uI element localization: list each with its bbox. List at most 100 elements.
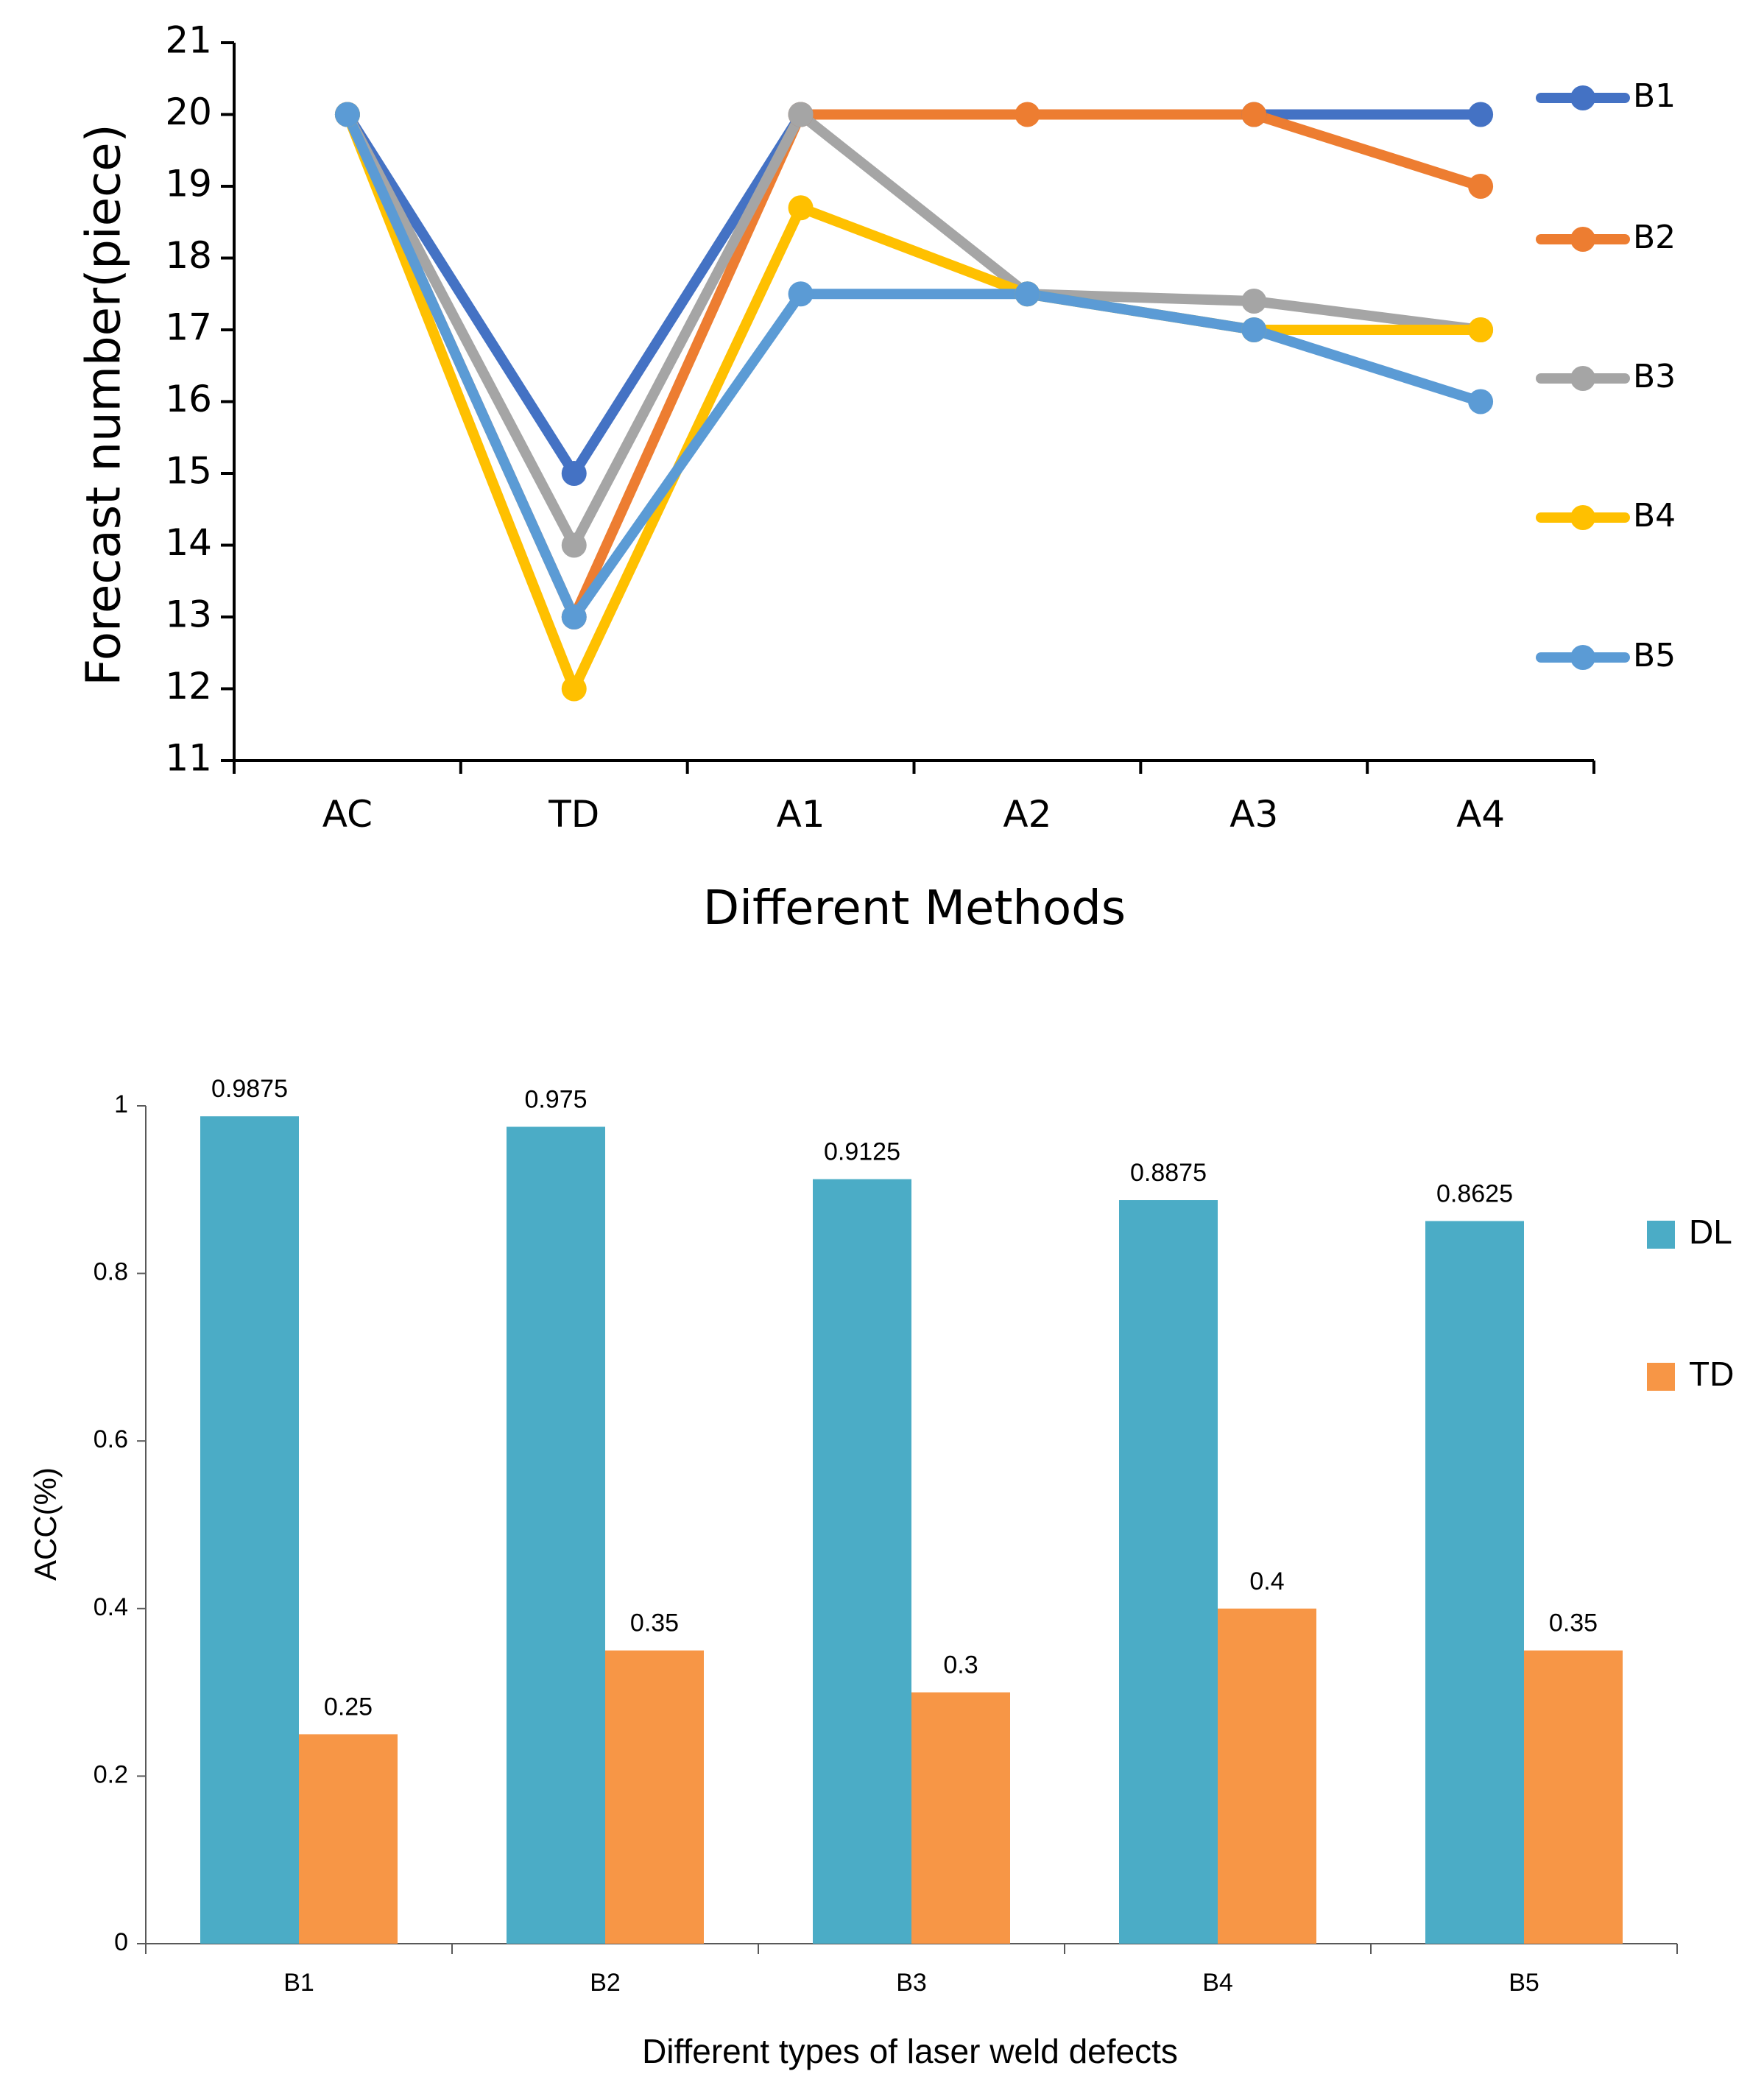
x-tick-label: B1 <box>283 1969 314 1997</box>
data-point-b5 <box>788 281 814 307</box>
bar-dl-b5 <box>1425 1221 1524 1944</box>
data-point-b3 <box>561 532 587 558</box>
y-tick-label: 1 <box>114 1090 128 1118</box>
x-axis-title: Different types of laser weld defects <box>642 2032 1178 2070</box>
legend: DL TD <box>1647 1213 1734 1393</box>
y-axis-title: ACC(%) <box>28 1467 63 1581</box>
y-ticks: 0 0.2 0.4 0.6 0.8 1 <box>94 1090 146 1956</box>
bar-td-b5 <box>1524 1650 1623 1944</box>
bar-dl-b1 <box>200 1116 299 1944</box>
x-tick-label: B4 <box>1202 1969 1233 1997</box>
x-tick-label: A1 <box>777 793 825 836</box>
data-point-b2 <box>1241 102 1267 127</box>
line-chart-axes <box>233 43 1594 762</box>
legend-swatch <box>1647 1221 1675 1249</box>
y-tick-label: 16 <box>165 378 212 420</box>
series-points <box>334 102 1494 702</box>
legend-item-b3: B3 <box>1536 358 1676 395</box>
bar-dl-b2 <box>507 1126 605 1944</box>
y-tick-label: 20 <box>165 91 212 133</box>
data-point-b1 <box>561 461 587 486</box>
data-label: 0.4 <box>1249 1567 1284 1595</box>
data-point-b3 <box>788 102 814 127</box>
x-ticks: AC TD A1 A2 A3 A4 <box>233 761 1595 836</box>
bar-td-b1 <box>299 1734 398 1944</box>
y-ticks: 11 12 13 14 15 16 17 18 19 20 21 <box>165 19 234 780</box>
series-line-b3 <box>342 109 1486 551</box>
y-tick-label: 0.4 <box>94 1593 128 1621</box>
legend-item-b5: B5 <box>1536 637 1676 674</box>
legend: B1 B2 B3 B4 B5 <box>1536 77 1676 674</box>
bar-td-b2 <box>605 1650 704 1944</box>
forecast-line-chart: 11 12 13 14 15 16 17 18 19 20 21 AC TD A1 A2 A3 A4 B1 B2… <box>77 19 1676 937</box>
y-tick-label: 13 <box>165 593 212 636</box>
y-tick-label: 17 <box>165 306 212 349</box>
bar-td-b4 <box>1218 1608 1316 1944</box>
y-tick-label: 15 <box>165 450 212 493</box>
bar-dl-b4 <box>1119 1200 1218 1944</box>
accuracy-bar-chart: 0 0.2 0.4 0.6 0.8 1 B1 B2 B3 B4 B5 0.9875 0.25 0.97… <box>28 1075 1734 2070</box>
legend-label: B2 <box>1633 219 1676 256</box>
data-label: 0.9875 <box>211 1075 288 1103</box>
x-tick-label: A3 <box>1229 793 1278 836</box>
legend-label: DL <box>1689 1213 1732 1251</box>
data-point-b5 <box>1241 317 1267 342</box>
legend-marker <box>1570 505 1595 530</box>
x-tick-label: B5 <box>1509 1969 1539 1997</box>
x-tick-label: A2 <box>1003 793 1051 836</box>
x-ticks: B1 B2 B3 B4 B5 <box>145 1944 1678 1997</box>
legend-label: B1 <box>1633 77 1676 115</box>
bar-td-b3 <box>911 1692 1010 1944</box>
data-label: 0.975 <box>524 1085 587 1113</box>
x-tick-label: AC <box>322 793 373 836</box>
legend-label: B5 <box>1633 637 1676 674</box>
legend-item-b4: B4 <box>1536 497 1676 535</box>
y-tick-label: 18 <box>165 234 212 277</box>
y-tick-label: 19 <box>165 163 212 205</box>
y-axis-title: Forecast number(piece) <box>77 124 132 685</box>
legend-item-td: TD <box>1647 1355 1734 1393</box>
data-point-b5 <box>561 604 587 629</box>
data-point-b3 <box>1241 289 1267 314</box>
x-tick-label: TD <box>548 793 599 836</box>
data-point-b5 <box>334 102 360 127</box>
data-point-b4 <box>561 676 587 702</box>
bar-dl-b3 <box>813 1179 911 1944</box>
series-line-b5 <box>342 109 1486 622</box>
y-tick-label: 21 <box>165 19 212 62</box>
data-labels: 0.9875 0.25 0.975 0.35 0.9125 0.3 0.8875 0.4 0.8… <box>211 1075 1598 1721</box>
bars <box>200 1116 1623 1944</box>
legend-swatch <box>1647 1363 1675 1391</box>
series-line-b4 <box>342 109 1486 694</box>
y-tick-label: 0.2 <box>94 1760 128 1788</box>
y-tick-label: 0.6 <box>94 1425 128 1453</box>
data-label: 0.35 <box>630 1609 679 1637</box>
data-label: 0.8625 <box>1436 1179 1513 1207</box>
data-label: 0.3 <box>943 1651 978 1679</box>
legend-item-b1: B1 <box>1536 77 1676 115</box>
data-point-b1 <box>1468 102 1494 127</box>
data-point-b5 <box>1468 389 1494 415</box>
y-tick-label: 0.8 <box>94 1258 128 1286</box>
legend-label: TD <box>1689 1355 1734 1393</box>
x-tick-label: B3 <box>896 1969 927 1997</box>
y-tick-label: 0 <box>114 1928 128 1956</box>
data-label: 0.35 <box>1549 1609 1598 1637</box>
data-point-b2 <box>1015 102 1040 127</box>
y-tick-label: 14 <box>165 521 212 564</box>
legend-marker <box>1570 366 1595 391</box>
data-label: 0.9125 <box>824 1138 900 1166</box>
data-point-b4 <box>1468 317 1494 342</box>
legend-marker <box>1570 645 1595 670</box>
legend-label: B3 <box>1633 358 1676 395</box>
y-tick-label: 11 <box>165 737 212 780</box>
data-point-b5 <box>1015 281 1040 307</box>
series-lines <box>342 109 1486 694</box>
legend-item-dl: DL <box>1647 1213 1732 1251</box>
data-label: 0.8875 <box>1130 1159 1207 1187</box>
data-point-b4 <box>788 195 814 221</box>
data-label: 0.25 <box>324 1693 373 1721</box>
y-tick-label: 12 <box>165 665 212 708</box>
legend-label: B4 <box>1633 497 1676 535</box>
legend-item-b2: B2 <box>1536 219 1676 256</box>
